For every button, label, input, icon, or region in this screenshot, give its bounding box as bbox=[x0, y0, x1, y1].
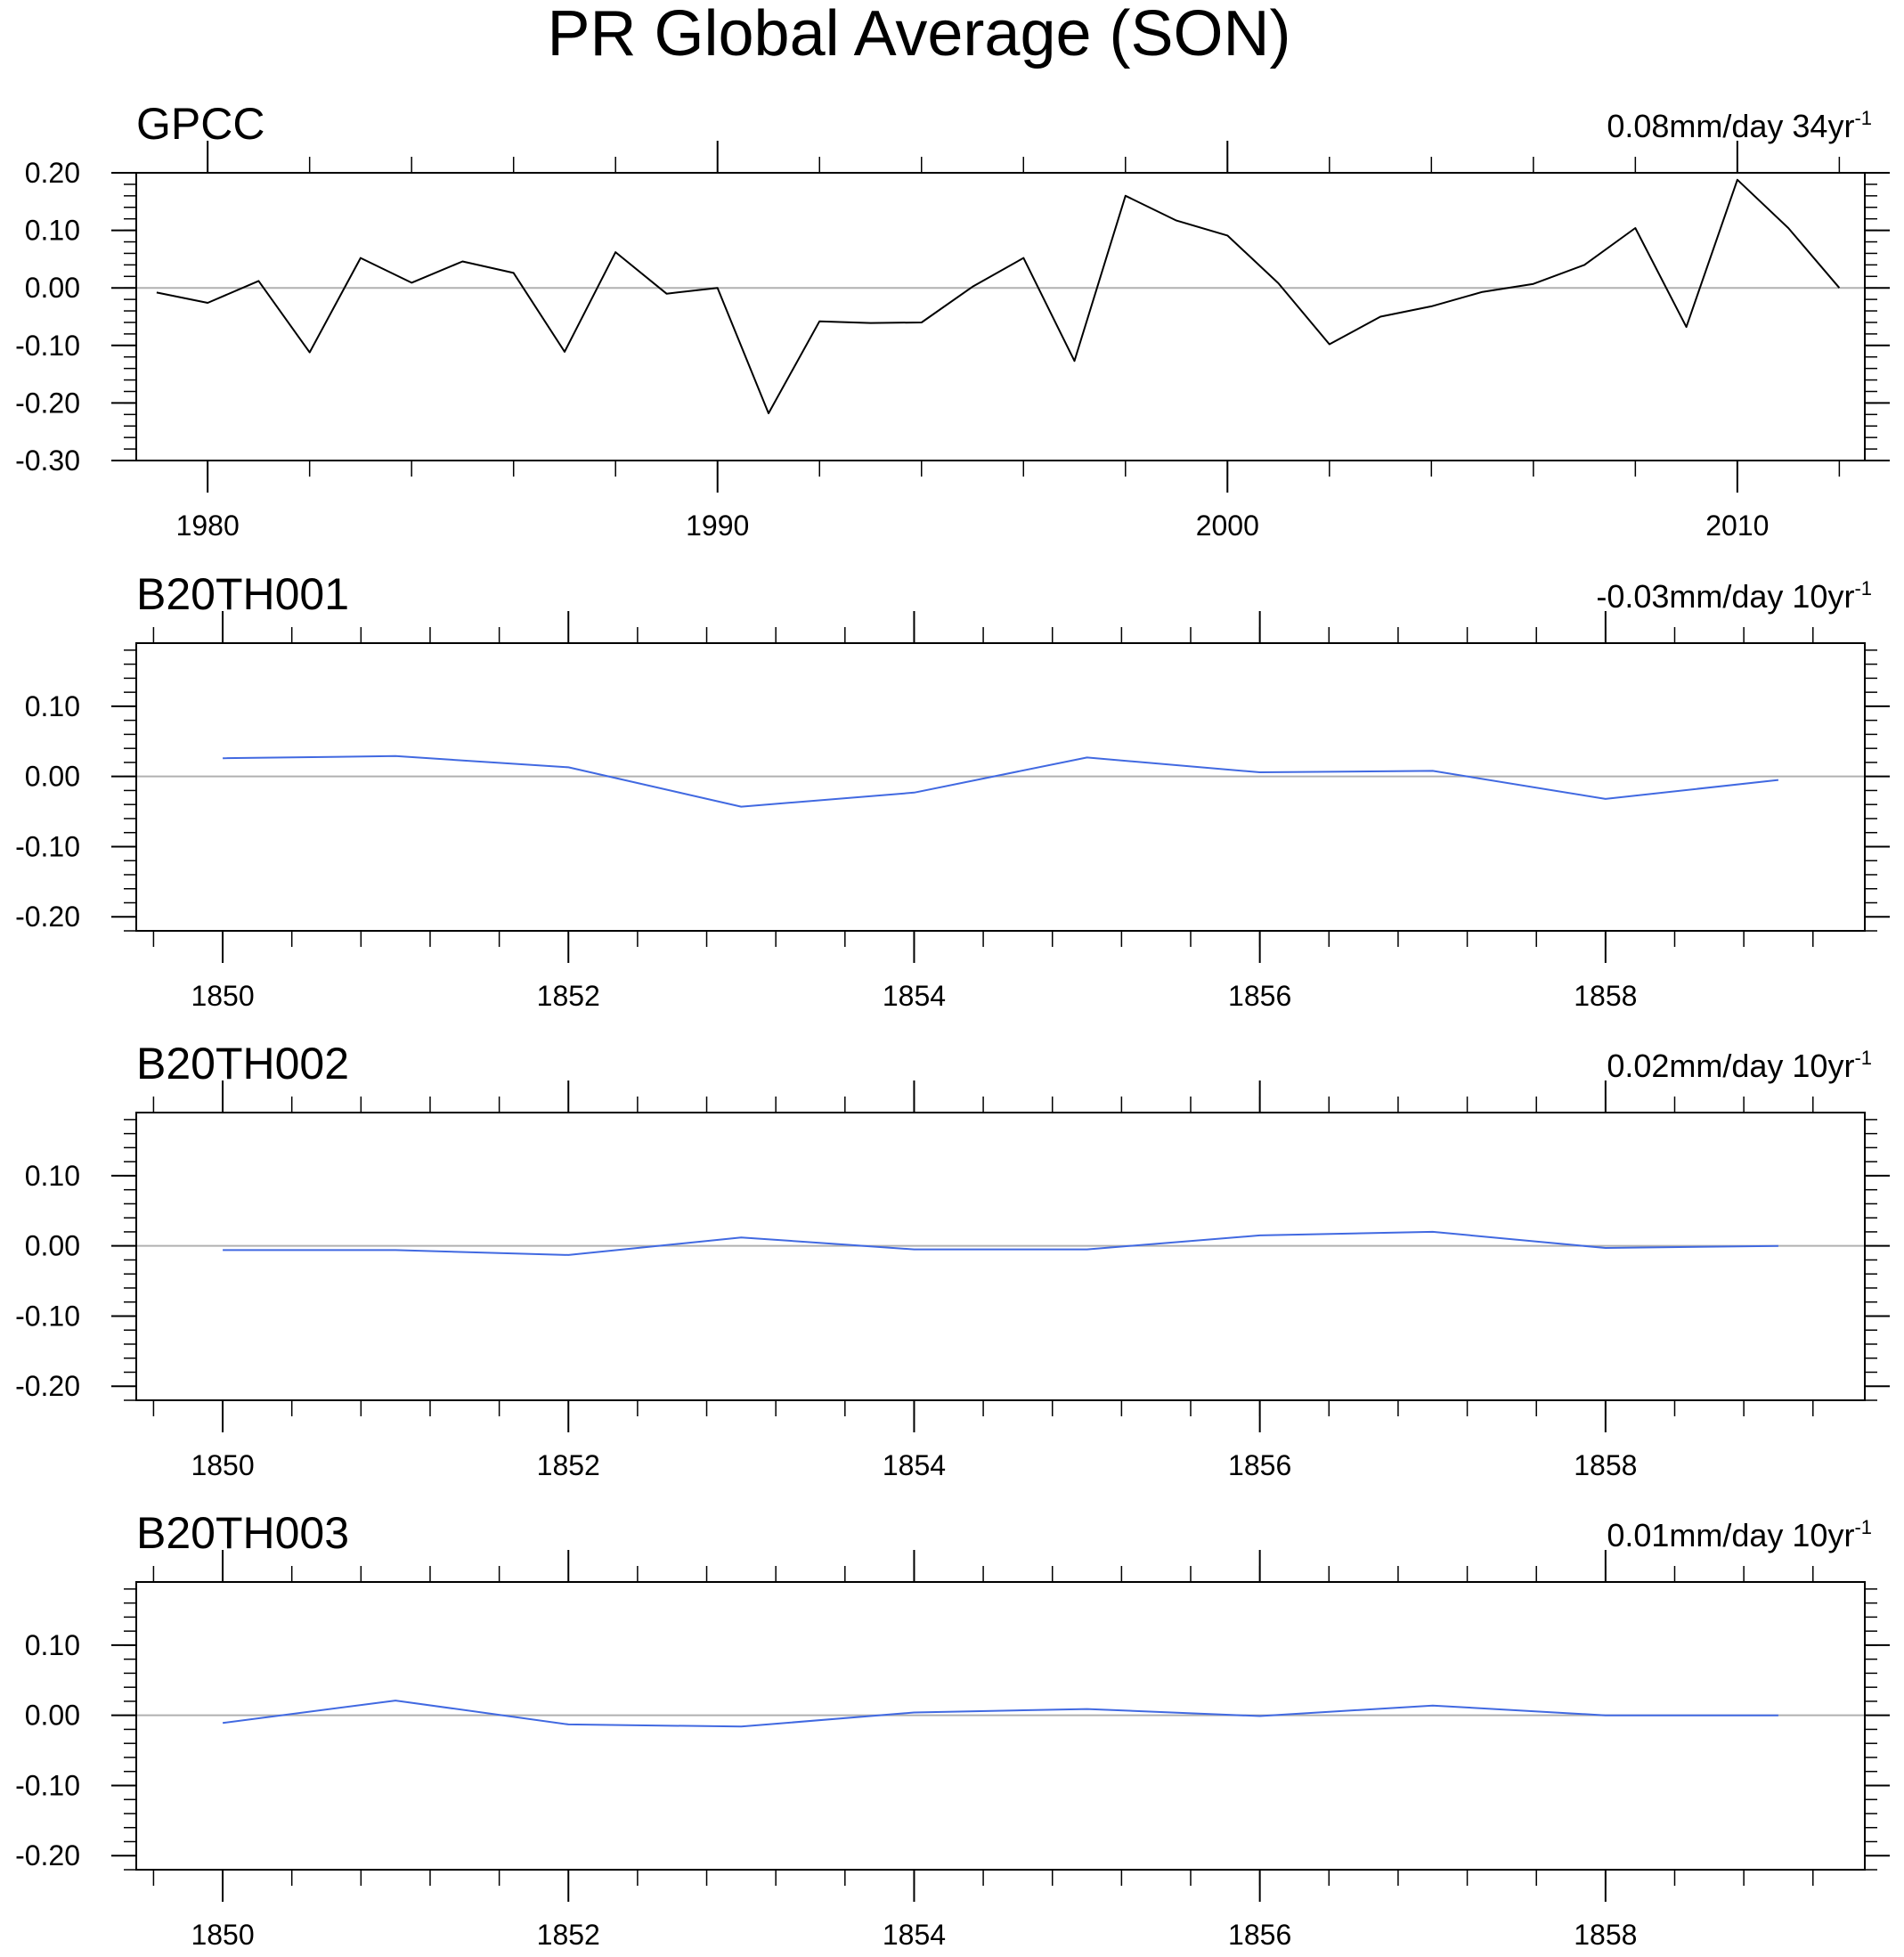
trend-annotation: 0.01mm/day 10yr-1 bbox=[1607, 1516, 1872, 1553]
x-tick-label: 1858 bbox=[1574, 980, 1637, 1012]
y-tick-label: -0.20 bbox=[15, 1839, 80, 1871]
y-tick-label: -0.10 bbox=[15, 830, 80, 862]
x-tick-label: 1990 bbox=[686, 510, 749, 542]
y-tick-label: 0.00 bbox=[25, 761, 80, 793]
plot-frame bbox=[135, 642, 1866, 932]
y-tick-label: -0.20 bbox=[15, 1370, 80, 1402]
series-line-b20th003 bbox=[222, 1700, 1778, 1728]
y-tick-label: 0.20 bbox=[25, 157, 80, 189]
x-tick-label: 1858 bbox=[1574, 1919, 1637, 1951]
series-line-b20th001 bbox=[223, 754, 1779, 808]
plot-frame bbox=[135, 1112, 1866, 1401]
x-tick-label: 1850 bbox=[191, 1919, 254, 1951]
x-tick-label: 1854 bbox=[883, 1449, 946, 1481]
chart-panel-3: B20TH002 0.02mm/day 10yr-1 -0.20 -0.10 0.00 0… bbox=[15, 1039, 1890, 1481]
panel-title: GPCC bbox=[136, 99, 264, 149]
series-line-gpcc bbox=[156, 178, 1841, 414]
x-tick-label: 1852 bbox=[537, 1919, 600, 1951]
x-tick-label: 1858 bbox=[1574, 1449, 1637, 1481]
x-tick-label: 1980 bbox=[176, 510, 240, 542]
x-tick-label: 1856 bbox=[1228, 1449, 1291, 1481]
trend-annotation: 0.02mm/day 10yr-1 bbox=[1607, 1047, 1872, 1084]
chart-panel-1: GPCC 0.08mm/day 34yr-1 -0.30 -0.20 -0.10 0.00… bbox=[15, 99, 1890, 542]
y-tick-label: -0.10 bbox=[15, 1769, 80, 1801]
panel-title: B20TH001 bbox=[136, 569, 349, 619]
y-tick-label: 0.10 bbox=[25, 215, 80, 247]
plot-frame bbox=[135, 172, 1866, 461]
x-tick-label: 1850 bbox=[191, 980, 254, 1012]
y-tick-label: 0.10 bbox=[25, 1629, 80, 1661]
trend-annotation: 0.08mm/day 34yr-1 bbox=[1607, 107, 1872, 144]
y-tick-label: -0.20 bbox=[15, 387, 80, 419]
x-tick-label: 1850 bbox=[191, 1449, 254, 1481]
y-tick-label: 0.00 bbox=[25, 272, 80, 304]
trend-annotation: -0.03mm/day 10yr-1 bbox=[1596, 577, 1872, 615]
x-tick-label: 2000 bbox=[1196, 510, 1259, 542]
chart-panel-4: B20TH003 0.01mm/day 10yr-1 -0.20 -0.10 0.00 0… bbox=[15, 1508, 1890, 1951]
y-tick-label: -0.10 bbox=[15, 1300, 80, 1332]
y-tick-label: 0.00 bbox=[25, 1230, 80, 1262]
y-tick-label: -0.30 bbox=[15, 444, 80, 477]
y-tick-label: 0.10 bbox=[25, 690, 80, 722]
y-tick-label: -0.20 bbox=[15, 901, 80, 933]
x-tick-label: 2010 bbox=[1705, 510, 1769, 542]
plot-frame bbox=[135, 1581, 1866, 1871]
panel-title: B20TH003 bbox=[136, 1508, 349, 1558]
y-tick-label: 0.10 bbox=[25, 1160, 80, 1192]
chart-main-title: PR Global Average (SON) bbox=[547, 0, 1290, 69]
x-tick-label: 1856 bbox=[1228, 980, 1291, 1012]
y-tick-label: 0.00 bbox=[25, 1700, 80, 1732]
x-tick-label: 1852 bbox=[537, 980, 600, 1012]
x-tick-label: 1852 bbox=[537, 1449, 600, 1481]
chart-panels: GPCC 0.08mm/day 34yr-1 -0.30 -0.20 -0.10 0.00… bbox=[15, 99, 1890, 1951]
x-tick-label: 1856 bbox=[1228, 1919, 1291, 1951]
series-line-b20th002 bbox=[223, 1230, 1778, 1256]
x-tick-label: 1854 bbox=[883, 980, 946, 1012]
panel-title: B20TH002 bbox=[136, 1039, 349, 1089]
x-tick-label: 1854 bbox=[883, 1919, 946, 1951]
chart-panel-2: B20TH001 -0.03mm/day 10yr-1 -0.20 -0.10 0.00… bbox=[15, 569, 1890, 1012]
y-tick-label: -0.10 bbox=[15, 330, 80, 362]
